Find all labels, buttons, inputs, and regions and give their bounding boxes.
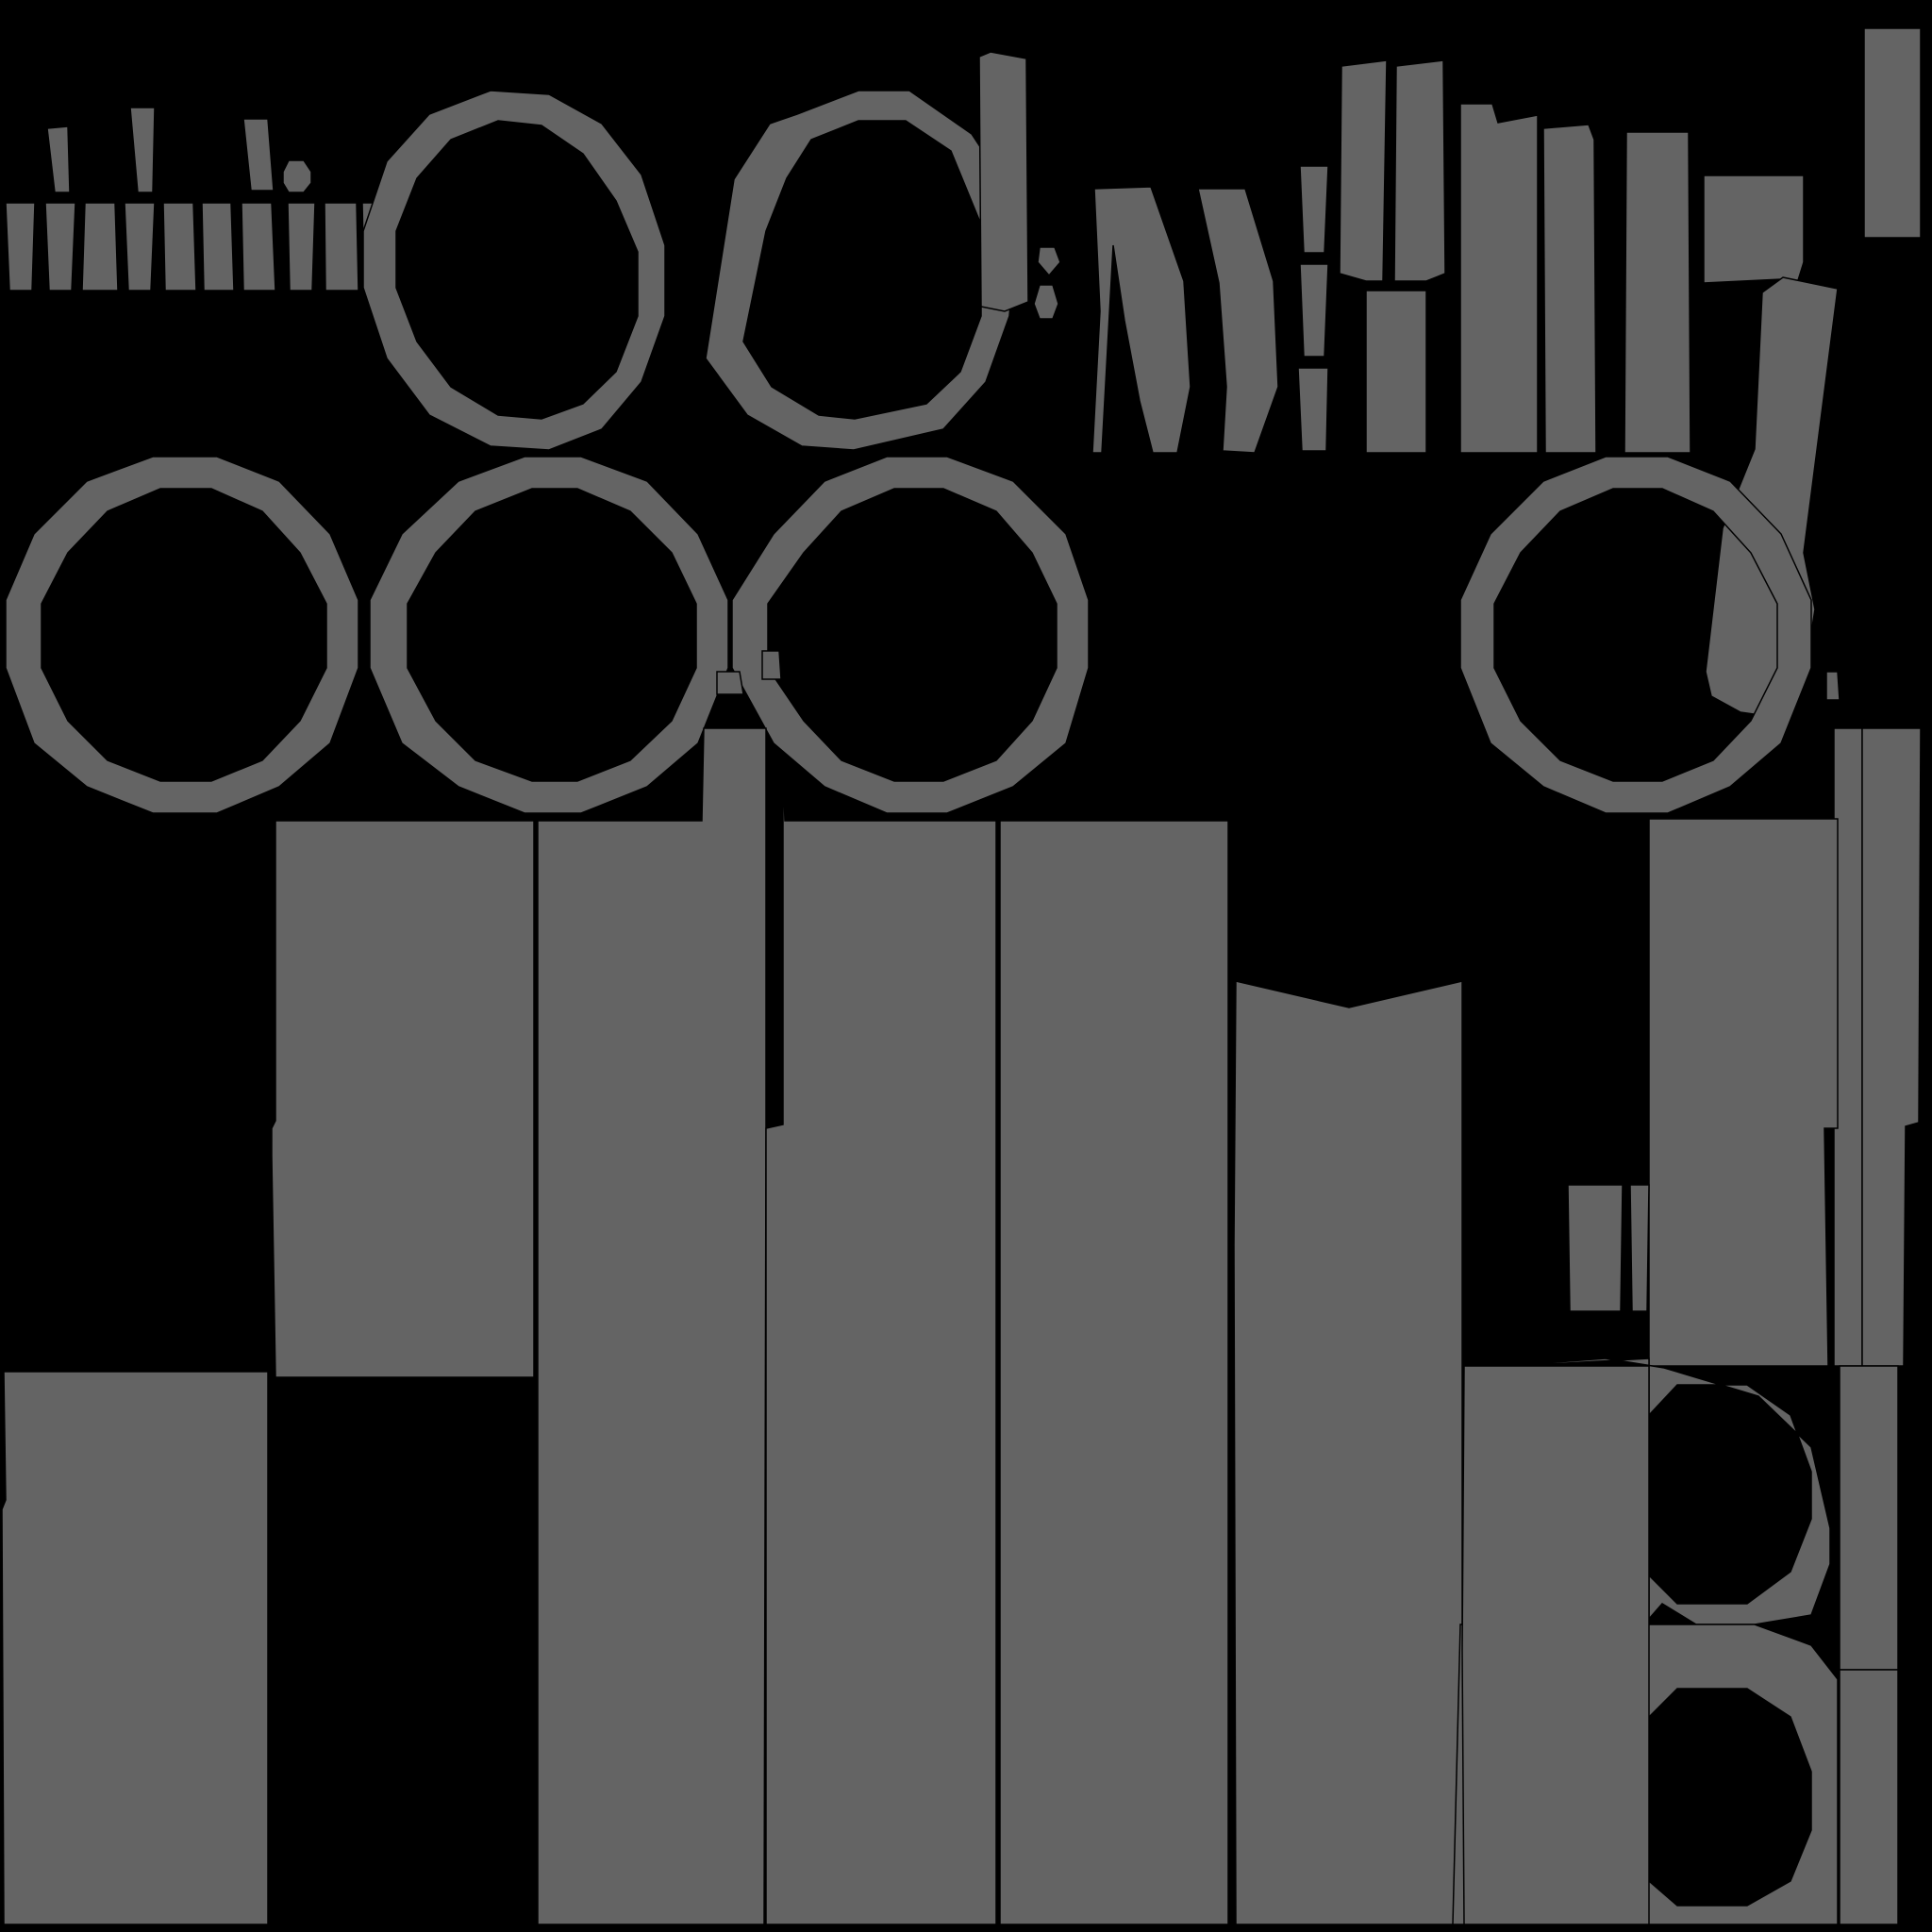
- uv-island-ring-mid-4: [1459, 456, 1812, 814]
- uv-island-connector-3: [1825, 671, 1840, 701]
- uv-island-pill-4: [1567, 1184, 1624, 1312]
- uv-island-dot-3: [1033, 284, 1059, 320]
- uv-island-column-right-4: [1839, 1669, 1899, 1925]
- uv-island-ring-mid-2: [369, 456, 729, 814]
- uv-island-small-7: [241, 202, 276, 291]
- uv-island-pill-5: [1629, 1184, 1650, 1312]
- uv-island-panel-curved-top: [1233, 980, 1463, 1925]
- uv-island-small-6: [201, 202, 235, 291]
- uv-island-column-6: [1624, 131, 1691, 454]
- uv-island-column-2: [1393, 59, 1446, 282]
- uv-island-panel-1: [271, 820, 535, 1378]
- uv-island-ring-mid-3: [731, 456, 1090, 814]
- uv-island-pill-1: [1299, 165, 1329, 254]
- uv-island-column-4: [1459, 103, 1539, 454]
- uv-island-dot-2: [1037, 246, 1061, 277]
- uv-island-pill-2: [1299, 263, 1329, 358]
- uv-island-bar-top-right: [1863, 27, 1922, 239]
- uv-island-small-1: [5, 202, 36, 291]
- uv-island-panel-4: [999, 820, 1229, 1925]
- uv-island-column-right-3: [1839, 1365, 1899, 1671]
- uv-island-small-9: [324, 202, 359, 291]
- uv-island-small-8: [287, 202, 316, 291]
- uv-island-panel-3: [765, 763, 997, 1925]
- uv-island-column-3: [1365, 290, 1427, 454]
- uv-island-connector-1: [716, 671, 744, 695]
- uv-island-column-5: [1542, 124, 1597, 454]
- uv-island-small-5: [162, 202, 197, 291]
- uv-island-panel-2: [537, 727, 767, 1925]
- uv-island-panel-bottom-right: [1461, 1365, 1650, 1925]
- uv-island-curve-1: [1091, 186, 1191, 454]
- uv-island-column-7: [1703, 175, 1805, 294]
- uv-island-small-2: [44, 202, 76, 291]
- uv-island-dot-1: [282, 159, 312, 193]
- uv-island-tab-1: [46, 125, 71, 193]
- uv-island-small-3: [81, 202, 119, 291]
- uv-island-curve-2: [1197, 188, 1279, 454]
- uv-island-strip-top: [978, 51, 1029, 312]
- uv-island-tab-2: [129, 107, 156, 193]
- uv-island-connector-2: [761, 650, 782, 680]
- uv-island-panel-left-bottom: [1, 1371, 269, 1925]
- uv-island-pill-3: [1297, 367, 1329, 452]
- uv-island-ring-mid-1: [5, 456, 359, 814]
- uv-island-tab-3: [242, 118, 275, 192]
- island-layer: [1, 27, 1922, 1925]
- uv-island-small-4: [124, 202, 156, 291]
- uv-island-panel-right-mid: [1648, 818, 1839, 1367]
- uv-island-column-1: [1339, 59, 1388, 282]
- uv-island-ring-top-1: [362, 90, 666, 451]
